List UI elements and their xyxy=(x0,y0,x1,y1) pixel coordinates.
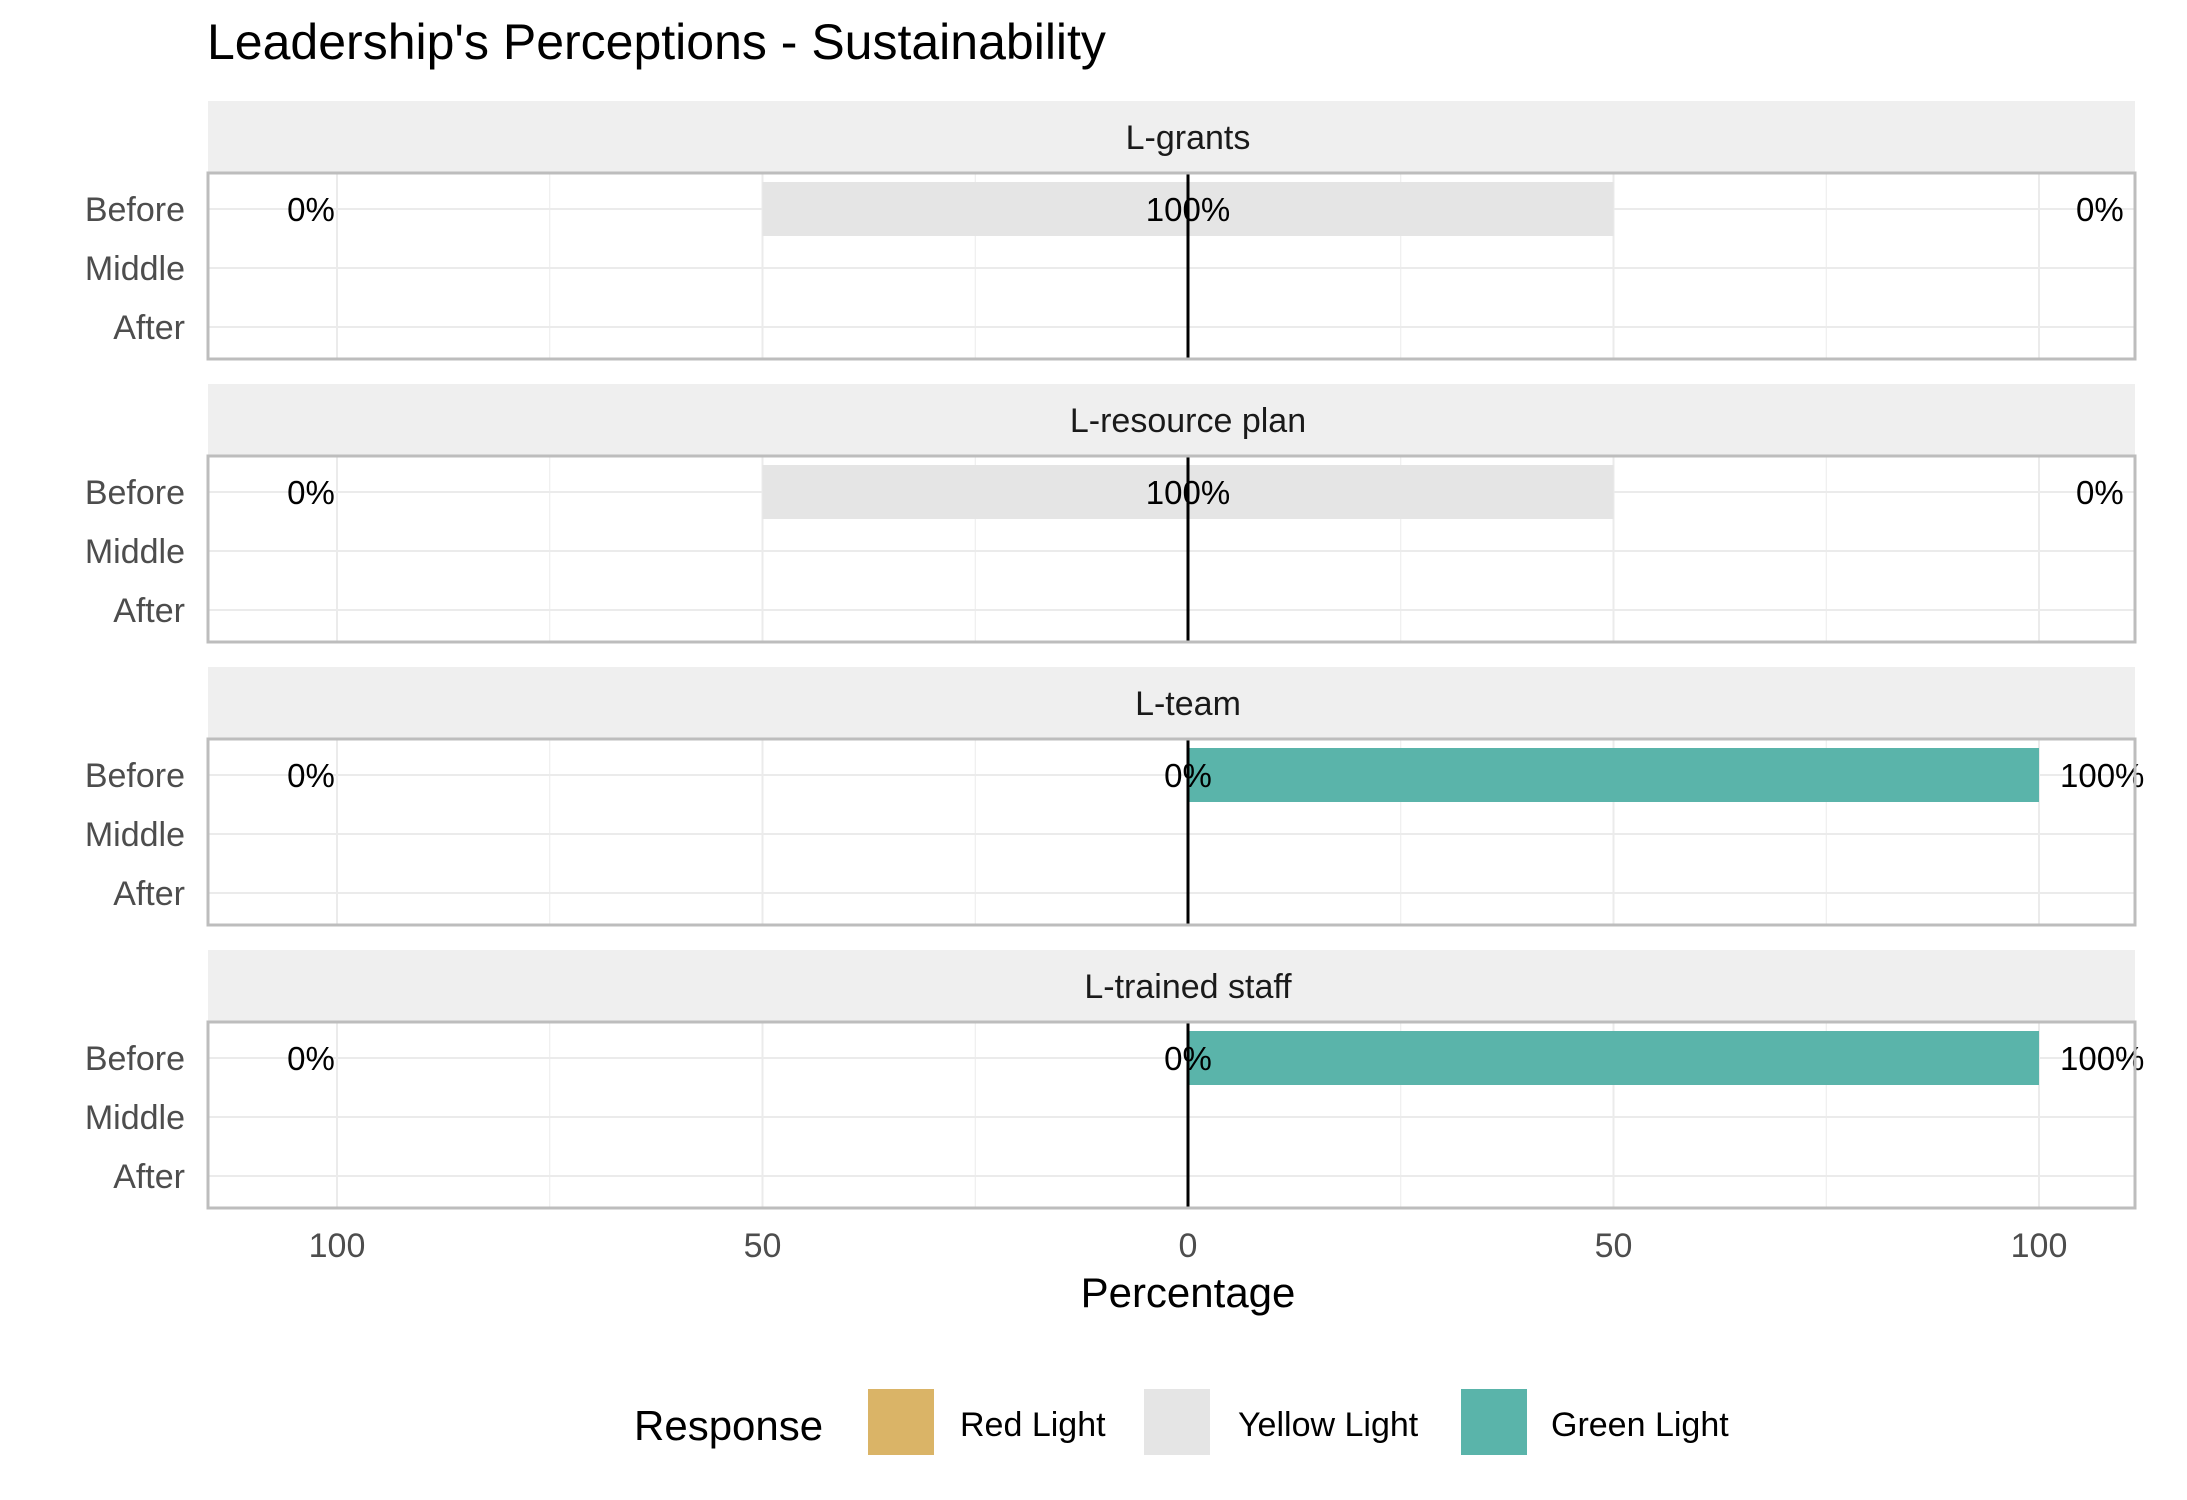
panel-border xyxy=(206,171,2137,361)
panel-border xyxy=(206,737,2137,927)
bar-label-right: 100% xyxy=(2060,1040,2144,1077)
legend-label: Red Light xyxy=(960,1406,1106,1444)
chart-title: Leadership's Perceptions - Sustainabilit… xyxy=(207,14,1106,70)
facet-strip xyxy=(208,384,2135,456)
legend-swatch xyxy=(1142,1387,1212,1457)
y-tick-label: Before xyxy=(85,1040,185,1078)
legend: Response Red Light Yellow Light Green Ligh… xyxy=(634,1387,1729,1457)
y-tick-label: After xyxy=(113,875,185,913)
bar-label-left: 0% xyxy=(287,757,335,794)
panel-border xyxy=(206,454,2137,644)
y-tick-label: Before xyxy=(85,474,185,512)
y-tick-label: Middle xyxy=(85,533,185,571)
y-tick-label: After xyxy=(113,592,185,630)
bar-label-left: 0% xyxy=(287,191,335,228)
y-tick-label: Before xyxy=(85,191,185,229)
legend-swatch xyxy=(866,1387,936,1457)
facet-title: L-trained staff xyxy=(1084,968,1292,1006)
bar-label-right: 100% xyxy=(2060,757,2144,794)
panel-border xyxy=(206,1020,2137,1210)
bar-label-right: 0% xyxy=(2076,474,2124,511)
x-tick-label: 50 xyxy=(1595,1227,1633,1265)
y-tick-label: After xyxy=(113,1158,185,1196)
facet-strip xyxy=(208,667,2135,739)
y-tick-label: Before xyxy=(85,757,185,795)
legend-label: Green Light xyxy=(1551,1406,1729,1444)
legend-title: Response xyxy=(634,1402,823,1449)
facet-title: L-grants xyxy=(1126,119,1251,157)
bar-label-left: 0% xyxy=(287,474,335,511)
y-tick-label: Middle xyxy=(85,1099,185,1137)
bar-green-light xyxy=(1188,1031,2039,1085)
y-tick-label: Middle xyxy=(85,816,185,854)
x-tick-label: 100 xyxy=(309,1227,366,1265)
x-tick-label: 50 xyxy=(744,1227,782,1265)
x-tick-label: 100 xyxy=(2011,1227,2068,1265)
x-axis-label: Percentage xyxy=(1081,1269,1296,1316)
facet-strip xyxy=(208,950,2135,1022)
x-axis: 100 50 0 50 100 xyxy=(309,1227,2068,1265)
facet-title: L-resource plan xyxy=(1070,402,1306,440)
facet-strip xyxy=(208,101,2135,173)
legend-swatch xyxy=(1459,1387,1529,1457)
facet-title: L-team xyxy=(1135,685,1241,723)
bar-green-light xyxy=(1188,748,2039,802)
x-tick-label: 0 xyxy=(1179,1227,1198,1265)
y-tick-label: After xyxy=(113,309,185,347)
bar-label-left: 0% xyxy=(287,1040,335,1077)
legend-label: Yellow Light xyxy=(1238,1406,1419,1444)
bar-label-right: 0% xyxy=(2076,191,2124,228)
panels: L-grants Before Middle After 0% 100% 0% L-resou… xyxy=(85,101,2144,1210)
y-tick-label: Middle xyxy=(85,250,185,288)
